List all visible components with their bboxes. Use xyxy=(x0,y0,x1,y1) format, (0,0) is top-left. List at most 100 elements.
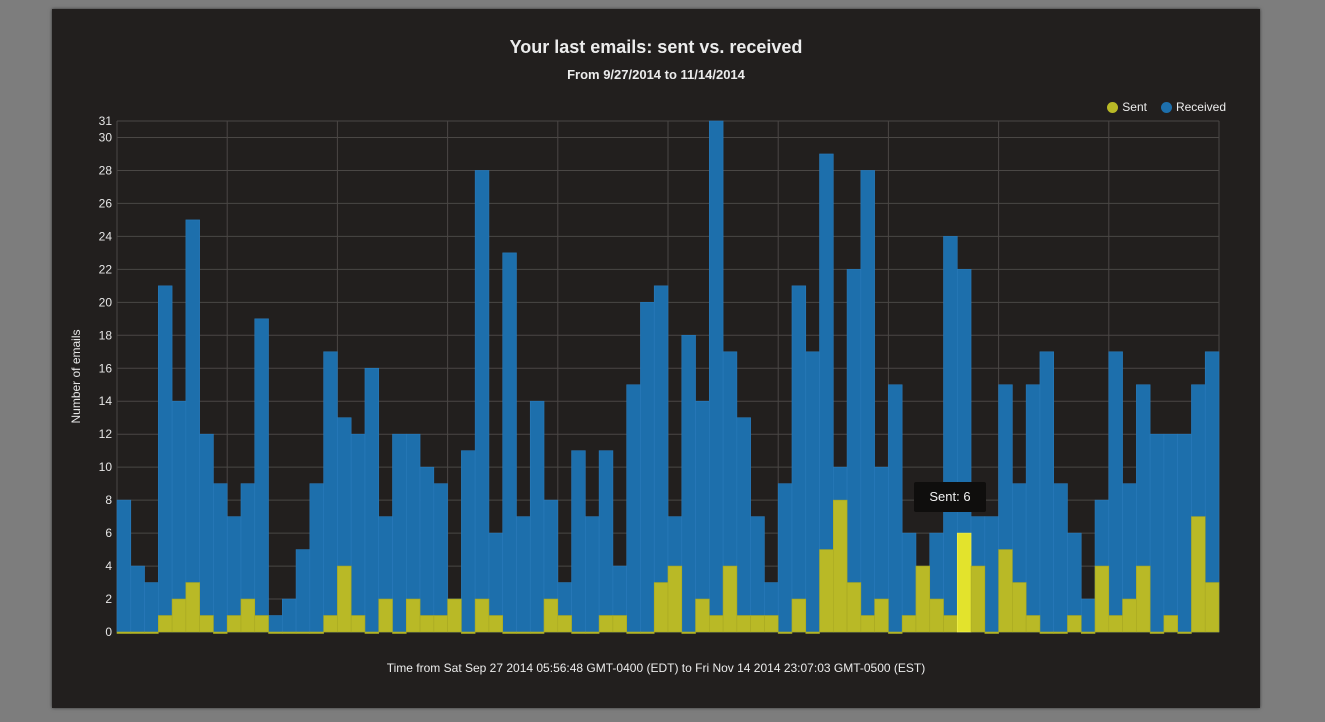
bar-received xyxy=(474,170,490,633)
bar-sent xyxy=(1204,582,1220,633)
bar-sent xyxy=(282,631,297,634)
bar-sent xyxy=(144,631,159,634)
bar-sent xyxy=(929,598,944,633)
bar-sent xyxy=(667,565,683,633)
bar-sent xyxy=(337,565,352,633)
bar-sent xyxy=(888,631,903,634)
bar-sent xyxy=(585,631,600,634)
bar-sent xyxy=(750,615,765,633)
bar-sent xyxy=(998,549,1013,633)
bar-received xyxy=(846,269,862,633)
bar-sent xyxy=(681,631,696,634)
legend-item-received[interactable]: Received xyxy=(1160,100,1226,114)
bar-sent xyxy=(268,631,283,634)
y-tick-label: 16 xyxy=(99,361,113,375)
bar-received xyxy=(254,318,269,633)
y-tick-label: 10 xyxy=(99,460,113,474)
chart-legend: Sent Received xyxy=(1107,100,1226,114)
bar-received xyxy=(984,516,999,633)
bar-sent xyxy=(254,615,269,633)
bar-sent xyxy=(653,582,669,633)
bar-sent xyxy=(447,598,462,633)
bar-received xyxy=(199,433,214,633)
bar-sent xyxy=(598,615,614,633)
legend-swatch-sent xyxy=(1107,101,1119,113)
bar-sent xyxy=(1136,565,1151,633)
y-tick-label: 30 xyxy=(99,130,113,144)
chart-title: Your last emails: sent vs. received xyxy=(509,37,803,57)
y-tick-label: 14 xyxy=(99,394,113,408)
bar-received xyxy=(653,285,669,633)
bar-received xyxy=(626,384,641,633)
bar-sent xyxy=(791,598,807,633)
bar-received xyxy=(585,516,600,633)
bar-sent xyxy=(378,598,393,633)
bar-sent xyxy=(350,615,366,633)
bar-sent xyxy=(433,615,448,633)
bar-received xyxy=(571,450,586,633)
bar-sent xyxy=(860,615,875,633)
y-tick-label: 8 xyxy=(105,493,112,507)
bar-sent xyxy=(516,631,531,634)
bar-received xyxy=(777,483,793,633)
bar-received xyxy=(709,120,724,633)
bar-received xyxy=(144,582,159,633)
bar-sent xyxy=(199,615,214,633)
bar-received xyxy=(419,466,435,633)
bar-received xyxy=(860,170,875,633)
bar-sent xyxy=(612,615,627,633)
bar-sent xyxy=(226,615,242,633)
chart-panel: 0 2 4 6 8 10 12 14 16 18 20 22 24 26 28 30 31 Number of e… xyxy=(52,9,1260,708)
bar-sent xyxy=(805,631,820,634)
bar-received xyxy=(309,483,324,633)
y-tick-label: 18 xyxy=(99,328,113,342)
bar-received xyxy=(323,351,338,633)
bar-received xyxy=(529,400,545,633)
y-tick-label: 26 xyxy=(99,196,113,210)
bar-sent xyxy=(1108,615,1123,633)
bar-sent xyxy=(846,582,862,633)
bar-sent xyxy=(240,598,256,633)
bar-sent xyxy=(529,631,545,634)
bar-received xyxy=(502,252,517,633)
bar-received xyxy=(268,615,283,633)
bar-sent xyxy=(571,631,586,634)
chart-subtitle: From 9/27/2014 to 11/14/2014 xyxy=(567,67,745,82)
x-axis-label: Time from Sat Sep 27 2014 05:56:48 GMT-0… xyxy=(386,661,926,675)
bar-sent xyxy=(557,615,572,633)
bar-sent xyxy=(709,615,724,633)
bar-sent xyxy=(1163,615,1178,633)
bar-sent xyxy=(901,615,917,633)
bar-received xyxy=(681,334,696,633)
bar-sent xyxy=(695,598,710,633)
bar-sent xyxy=(1012,582,1027,633)
bar-sent xyxy=(915,565,931,633)
bar-received xyxy=(130,565,145,633)
legend-swatch-received xyxy=(1160,101,1172,113)
bar-received xyxy=(295,549,311,633)
bar-sent xyxy=(419,615,435,633)
bar-received xyxy=(226,516,242,633)
bar-received xyxy=(750,516,765,633)
bar-sent xyxy=(1191,516,1206,633)
bar-sent xyxy=(1067,615,1082,633)
bar-sent xyxy=(461,631,476,634)
bar-sent xyxy=(364,631,380,634)
bar-received xyxy=(433,483,448,633)
bar-received xyxy=(736,417,751,633)
y-tick-label: 31 xyxy=(99,114,113,128)
bar-sent xyxy=(874,598,889,633)
bar-sent xyxy=(970,565,986,633)
legend-item-sent[interactable]: Sent xyxy=(1107,100,1147,114)
bar-received xyxy=(116,499,132,633)
bar-sent xyxy=(984,631,999,634)
bar-received xyxy=(1080,598,1096,633)
bar-sent xyxy=(640,631,655,634)
bar-received xyxy=(640,302,655,633)
y-tick-label: 12 xyxy=(99,427,113,441)
bar-sent xyxy=(1039,631,1054,634)
y-tick-label: 28 xyxy=(99,163,113,177)
bar-sent xyxy=(405,598,421,633)
y-tick-label: 24 xyxy=(99,229,113,243)
bar-sent xyxy=(502,631,517,634)
